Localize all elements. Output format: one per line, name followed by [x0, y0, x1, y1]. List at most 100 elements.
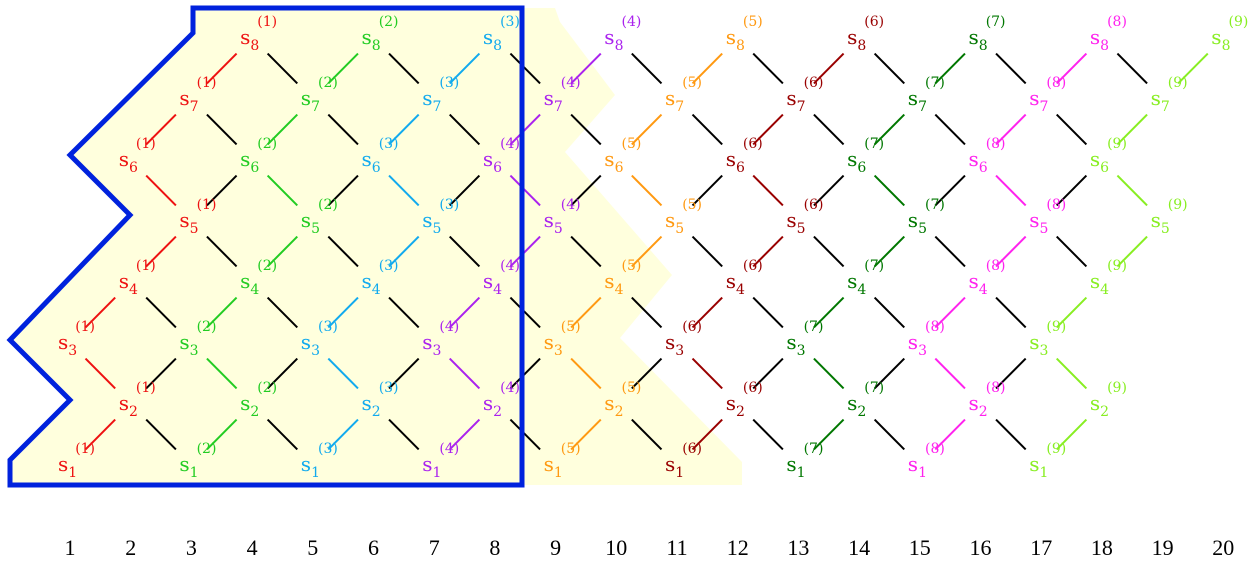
connector-edge [1056, 235, 1088, 268]
node-label: s3(2) [179, 319, 216, 359]
connector-edge [813, 174, 845, 207]
node-label: s4(8) [969, 258, 1006, 298]
node-label: s4(6) [726, 258, 763, 298]
family-edge [752, 174, 784, 207]
node-label: s4(3) [362, 258, 399, 298]
connector-edge [266, 52, 298, 85]
column-number: 18 [1091, 535, 1113, 560]
connector-edge [1056, 174, 1088, 207]
column-number: 10 [605, 535, 627, 560]
connector-edge [995, 52, 1027, 85]
family-edge [327, 418, 359, 451]
family-edge [449, 418, 481, 451]
family-edge [1116, 174, 1148, 207]
family-edge [934, 296, 966, 329]
node-label: s2(6) [726, 380, 763, 420]
column-number: 13 [787, 535, 809, 560]
family-edge [1116, 113, 1148, 146]
node-label: s2(5) [604, 380, 641, 420]
connector-edge [509, 357, 541, 390]
connector-edge [752, 296, 784, 329]
node-label: s4(5) [604, 258, 641, 298]
node-label: s8(2) [362, 14, 399, 54]
connector-edge [388, 418, 420, 451]
family-edge [509, 174, 541, 207]
node-label: s1(2) [179, 441, 216, 481]
node-label: s5(9) [1151, 197, 1188, 237]
column-number: 17 [1030, 535, 1052, 560]
column-number: 14 [848, 535, 870, 560]
column-number: 11 [666, 535, 687, 560]
node-label: s4(1) [119, 258, 156, 298]
family-edge [570, 52, 602, 85]
family-edge [813, 52, 845, 85]
column-number: 6 [368, 535, 379, 560]
connector-edge [509, 52, 541, 85]
connector-edge [449, 174, 481, 207]
node-label: s5(3) [422, 197, 459, 237]
family-edge [449, 52, 481, 85]
family-edge [934, 52, 966, 85]
node-label: s1(6) [665, 441, 702, 481]
family-edge [691, 296, 723, 329]
node-label: s6(4) [483, 136, 520, 176]
family-edge [388, 174, 420, 207]
connector-edge [206, 174, 238, 207]
column-number: 4 [247, 535, 258, 560]
node-label: s5(5) [665, 197, 702, 237]
family-edge [206, 357, 238, 390]
highlight-polygon [10, 8, 742, 485]
connector-edge [752, 357, 784, 390]
connector-edge [691, 235, 723, 268]
connector-edge [813, 113, 845, 146]
family-edge [752, 113, 784, 146]
connector-edge [813, 235, 845, 268]
family-edge [1056, 418, 1088, 451]
connector-edge [934, 174, 966, 207]
node-label: s1(4) [422, 441, 459, 481]
node-layer: s1(1) s2(1) s3(1) s4(1) s5(1) s6(1) s7(1) s8(1)… [58, 14, 1248, 481]
connector-edge [266, 296, 298, 329]
connector-edge [449, 113, 481, 146]
boundary-path [6, 5, 525, 488]
family-edge [631, 235, 663, 268]
connector-edge [509, 418, 541, 451]
node-label: s5(8) [1029, 197, 1066, 237]
connector-edge [509, 296, 541, 329]
family-edge [206, 52, 238, 85]
connector-edge [995, 357, 1027, 390]
node-label: s6(8) [969, 136, 1006, 176]
family-edge [934, 357, 966, 390]
node-label: s7(8) [1029, 75, 1066, 115]
connector-edge [206, 113, 238, 146]
connector-edge [570, 235, 602, 268]
highlight-region [10, 8, 742, 485]
node-label: s3(6) [665, 319, 702, 359]
node-label: s8(7) [969, 14, 1006, 54]
node-label: s5(6) [786, 197, 823, 237]
family-edge [327, 52, 359, 85]
node-label: s2(1) [119, 380, 156, 420]
connector-edge [388, 296, 420, 329]
node-label: s3(4) [422, 319, 459, 359]
family-edge [266, 235, 298, 268]
family-edge [873, 174, 905, 207]
connector-edge [873, 52, 905, 85]
connector-edge [691, 113, 723, 146]
connector-edge [145, 357, 177, 390]
node-label: s7(4) [544, 75, 581, 115]
family-edge [934, 418, 966, 451]
connector-edge [327, 235, 359, 268]
node-label: s8(8) [1090, 14, 1127, 54]
node-label: s6(2) [240, 136, 277, 176]
node-label: s7(3) [422, 75, 459, 115]
family-edge [388, 235, 420, 268]
column-number: 8 [489, 535, 500, 560]
family-edge [509, 113, 541, 146]
node-label: s5(1) [179, 197, 216, 237]
family-edge [631, 113, 663, 146]
node-label: s4(4) [483, 258, 520, 298]
column-number: 9 [550, 535, 561, 560]
family-edge [327, 357, 359, 390]
family-edge [449, 357, 481, 390]
